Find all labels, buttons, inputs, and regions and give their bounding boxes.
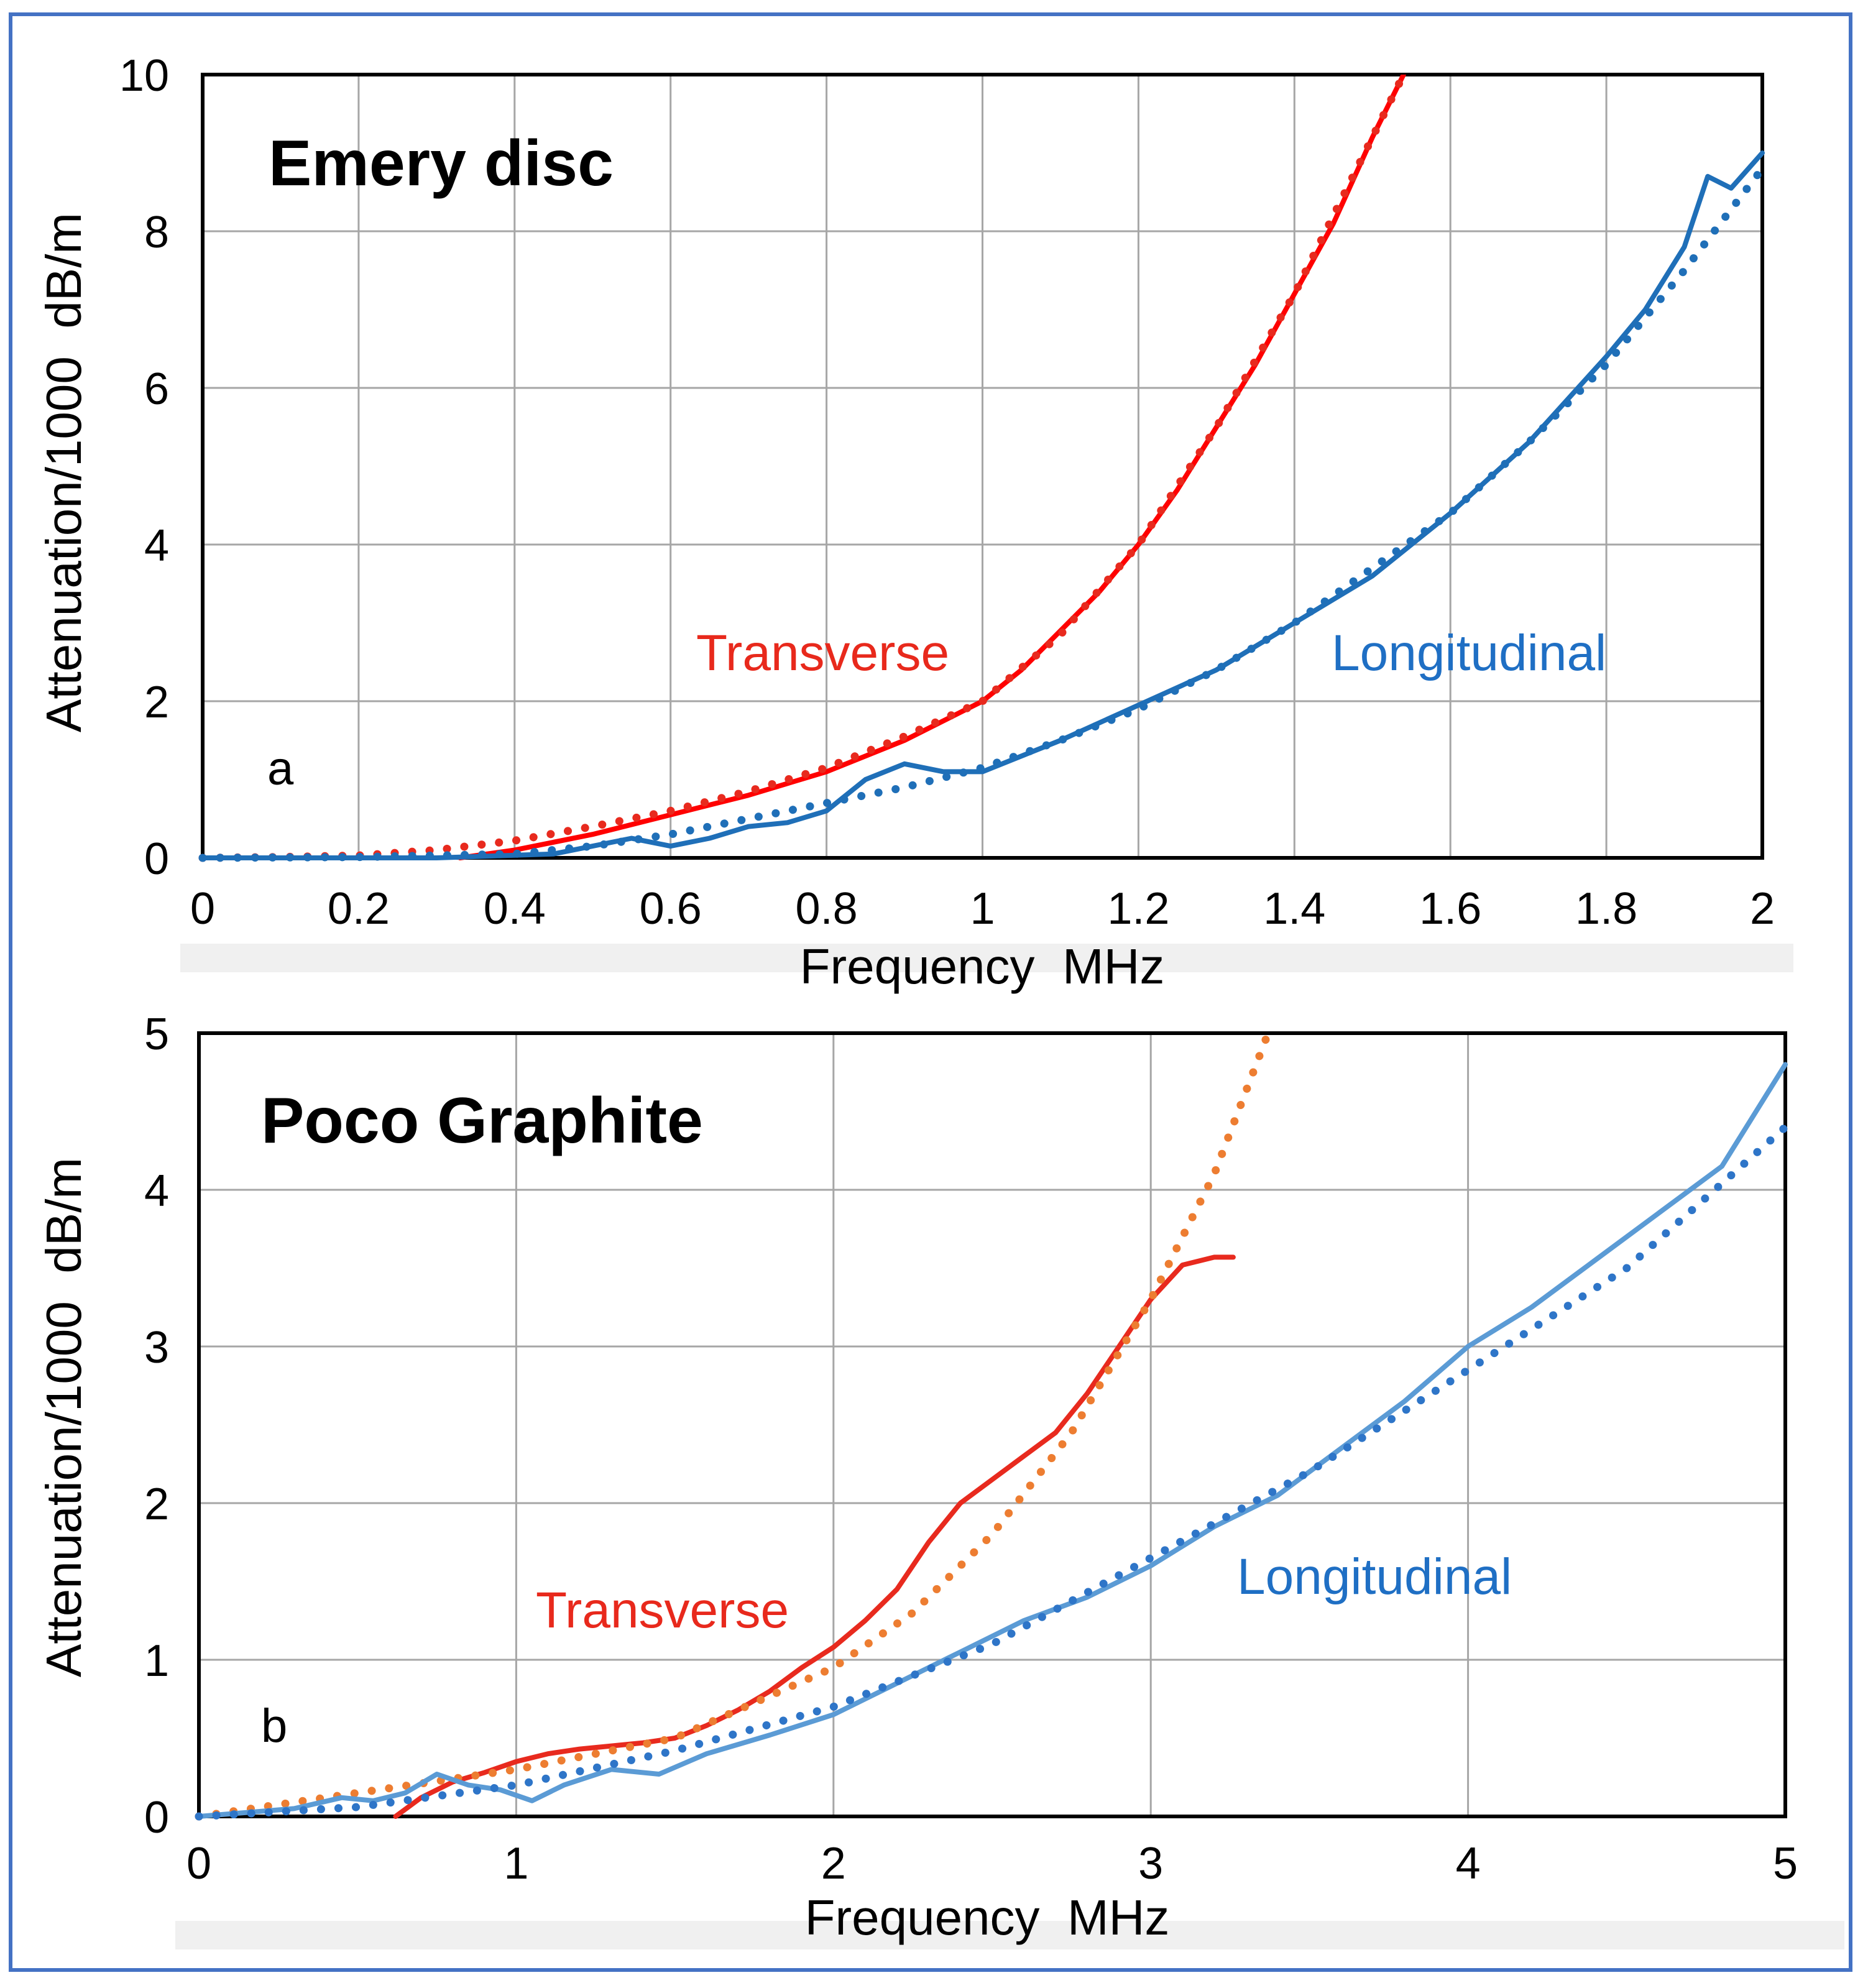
transverse-annotation: Transverse <box>536 1582 789 1639</box>
series-line-measured-0 <box>393 1254 1236 1819</box>
x-tick-label: 1.8 <box>1575 884 1637 934</box>
x-tick-label: 0.6 <box>640 884 702 934</box>
x-tick-label: 0 <box>186 1839 211 1889</box>
x-tick-label: 5 <box>1773 1839 1798 1889</box>
figure-frame <box>9 12 1852 1972</box>
series-line-fit-3 <box>195 1123 1790 1821</box>
y-tick-label: 5 <box>144 1010 169 1059</box>
y-axis-label: Attenuation/1000 dB/m <box>36 213 91 732</box>
x-tick-label: 3 <box>1138 1839 1163 1889</box>
x-tick-label: 1.2 <box>1107 884 1169 934</box>
series-group <box>195 1033 1790 1821</box>
chart-panel-a: 0 0.2 0.4 0.6 0.8 1 1.2 1.4 1.6 1.8 2 0 2 4 6 8 10 Emery … <box>36 51 1793 994</box>
x-axis-label: Frequency MHz <box>805 1890 1170 1945</box>
y-tick-label: 2 <box>144 1479 169 1529</box>
y-tick-label: 4 <box>144 521 169 571</box>
series-line-fit-1 <box>198 75 1408 862</box>
series-line-fit-1 <box>195 1033 1272 1821</box>
chart-panel-b: 0 1 2 3 4 5 0 1 2 3 4 5 Poco Graphite b Transverse Long… <box>36 1010 1844 1949</box>
series-line-fit-3 <box>198 164 1767 862</box>
chart-title: Emery disc <box>269 127 614 200</box>
chart-title: Poco Graphite <box>261 1085 703 1157</box>
panel-label: b <box>261 1700 287 1752</box>
longitudinal-annotation: Longitudinal <box>1332 625 1606 681</box>
x-tick-label: 2 <box>1750 884 1775 934</box>
plot-area-border <box>197 1031 1787 1818</box>
y-tick-label: 8 <box>144 208 169 257</box>
x-tick-label: 0.2 <box>328 884 390 934</box>
x-tick-label: 0.8 <box>796 884 858 934</box>
y-tick-label: 10 <box>119 51 169 101</box>
y-tick-label: 6 <box>144 364 169 414</box>
series-group <box>198 75 1767 862</box>
series-line-measured-2 <box>196 1062 1788 1819</box>
y-axis-label: Attenuation/1000 dB/m <box>36 1157 91 1677</box>
x-tick-label: 4 <box>1456 1839 1481 1889</box>
y-tick-label: 4 <box>144 1166 169 1216</box>
plot-area-border <box>201 73 1764 860</box>
x-tick-label: 0.4 <box>484 884 546 934</box>
x-tick-label: 1 <box>970 884 995 934</box>
y-tick-label: 0 <box>144 1793 169 1843</box>
y-tick-label: 3 <box>144 1323 169 1373</box>
x-tick-label: 1 <box>504 1839 528 1889</box>
x-tick-label: 2 <box>821 1839 846 1889</box>
series-line-measured-2 <box>200 150 1765 860</box>
x-tick-label: 0 <box>190 884 215 934</box>
y-tick-label: 1 <box>144 1636 169 1686</box>
axis-label-band <box>175 1921 1844 1949</box>
x-tick-label: 1.6 <box>1419 884 1481 934</box>
axis-label-band <box>180 944 1793 972</box>
x-axis-label: Frequency MHz <box>800 939 1165 994</box>
y-tick-label: 0 <box>144 834 169 884</box>
longitudinal-annotation: Longitudinal <box>1237 1549 1512 1605</box>
transverse-annotation: Transverse <box>696 625 949 681</box>
x-tick-label: 1.4 <box>1263 884 1325 934</box>
panel-label: a <box>267 742 294 795</box>
y-tick-label: 2 <box>144 678 169 727</box>
